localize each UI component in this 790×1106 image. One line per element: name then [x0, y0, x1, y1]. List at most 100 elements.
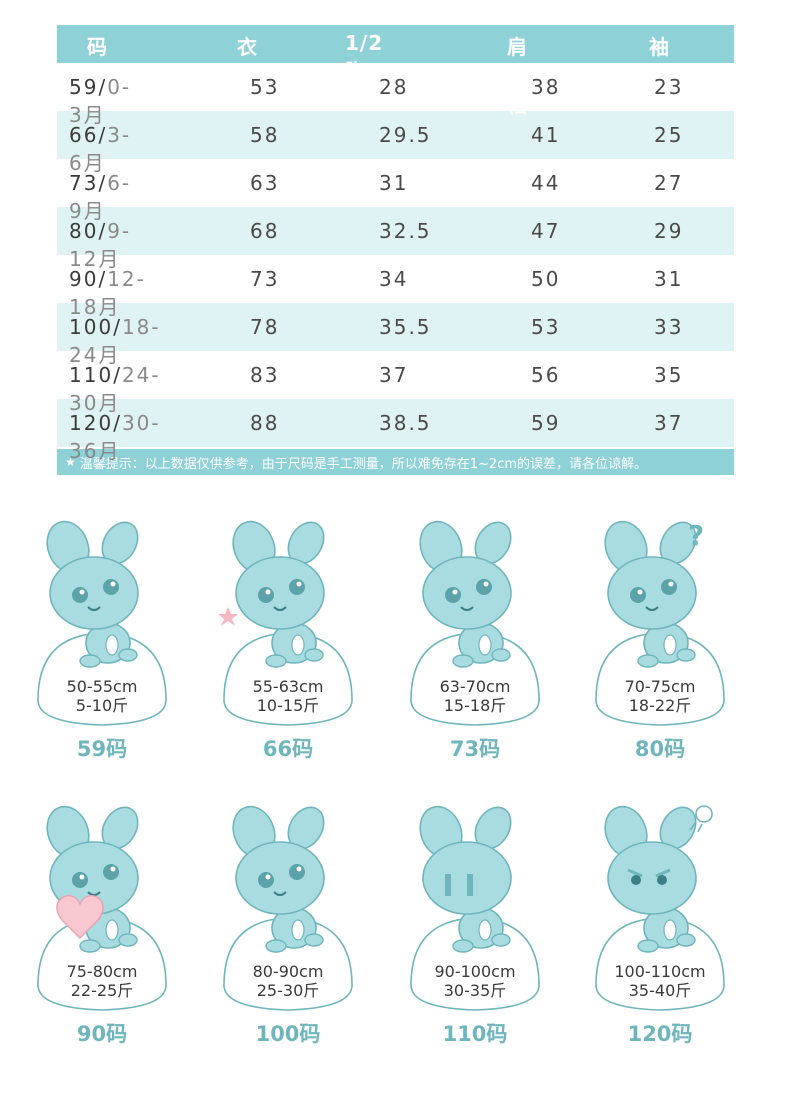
height-range: 50-55cm	[66, 677, 138, 696]
age-range: 9-12月	[69, 219, 132, 271]
size-number: 90	[69, 267, 99, 291]
sleeve-cell: 31	[654, 267, 684, 291]
shoulder-crotch-cell: 59	[531, 411, 561, 435]
size-cell: 73/6-9月	[69, 171, 132, 223]
sleeve-cell: 25	[654, 123, 684, 147]
size-cell: 90/12-18月	[69, 267, 146, 319]
sleeve-cell: 29	[654, 219, 684, 243]
age-range: 18-24月	[69, 315, 161, 367]
size-cell: 120/30-36月	[69, 411, 161, 463]
tip-note: ★ 温馨提示：以上数据仅供参考，由于尺码是手工测量，所以难免存在1~2cm的误差…	[57, 449, 734, 475]
table-row: 59/0-3月 53 28 38 23	[57, 63, 734, 127]
size-cell: 110/24-30月	[69, 363, 161, 415]
shoulder-crotch-cell: 50	[531, 267, 561, 291]
length-cell: 78	[250, 315, 280, 339]
length-cell: 58	[250, 123, 280, 147]
shoulder-crotch-cell: 38	[531, 75, 561, 99]
age-range: 3-6月	[69, 123, 132, 175]
mascot-card: 75-80cm 22-25斤 90码	[32, 800, 192, 1050]
weight-range: 30-35斤	[443, 981, 507, 1000]
shoulder-crotch-cell: 53	[531, 315, 561, 339]
height-range: 70-75cm	[624, 677, 696, 696]
height-range: 100-110cm	[614, 962, 706, 981]
sleeve-cell: 33	[654, 315, 684, 339]
table-row: 80/9-12月 68 32.5 47 29	[57, 207, 734, 271]
size-number: 110	[69, 363, 114, 387]
sleeve-cell: 37	[654, 411, 684, 435]
mascot-card: 80-90cm 25-30斤 100码	[218, 800, 378, 1050]
sleeve-cell: 35	[654, 363, 684, 387]
size-table: 码段 衣长 1/2胸围 肩到裆 袖长 59/0-3月 53 28 38 23 66/3-6…	[57, 25, 734, 475]
chest-cell: 35.5	[379, 315, 432, 339]
chest-cell: 31	[379, 171, 409, 195]
table-row: 90/12-18月 73 34 50 31	[57, 255, 734, 319]
chest-cell: 34	[379, 267, 409, 291]
length-cell: 83	[250, 363, 280, 387]
height-range: 75-80cm	[66, 962, 138, 981]
size-number: 120	[69, 411, 114, 435]
length-cell: 88	[250, 411, 280, 435]
shoulder-crotch-cell: 56	[531, 363, 561, 387]
size-cell: 59/0-3月	[69, 75, 132, 127]
table-header: 码段 衣长 1/2胸围 肩到裆 袖长	[57, 25, 734, 117]
shoulder-crotch-cell: 44	[531, 171, 561, 195]
age-range: 24-30月	[69, 363, 161, 415]
mascot-card: ? 70-75cm 18-22斤 80码	[590, 515, 750, 765]
mascot-card: 55-63cm 10-15斤 66码	[218, 515, 378, 765]
table-row: 110/24-30月 83 37 56 35	[57, 351, 734, 415]
size-cell: 80/9-12月	[69, 219, 132, 271]
length-cell: 73	[250, 267, 280, 291]
age-range: 12-18月	[69, 267, 146, 319]
svg-text:?: ?	[688, 519, 704, 552]
table-row: 73/6-9月 63 31 44 27	[57, 159, 734, 223]
header-chest: 1/2胸围	[345, 31, 384, 112]
size-code: 80码	[634, 737, 686, 761]
weight-range: 5-10斤	[75, 696, 129, 715]
chest-cell: 37	[379, 363, 409, 387]
weight-range: 15-18斤	[443, 696, 507, 715]
size-code: 90码	[76, 1022, 128, 1046]
mascot-card: 90-100cm 30-35斤 110码	[405, 800, 565, 1050]
weight-range: 35-40斤	[628, 981, 692, 1000]
header-size: 码段	[87, 35, 108, 88]
size-number: 59	[69, 75, 99, 99]
table-row: 100/18-24月 78 35.5 53 33	[57, 303, 734, 367]
weight-range: 25-30斤	[256, 981, 320, 1000]
header-length: 衣长	[237, 35, 258, 88]
sleeve-cell: 23	[654, 75, 684, 99]
tip-text: 温馨提示：以上数据仅供参考，由于尺码是手工测量，所以难免存在1~2cm的误差，请…	[79, 456, 648, 472]
size-cell: 100/18-24月	[69, 315, 161, 367]
size-code: 73码	[449, 737, 501, 761]
height-range: 63-70cm	[439, 677, 511, 696]
size-cell: 66/3-6月	[69, 123, 132, 175]
size-number: 100	[69, 315, 114, 339]
weight-range: 10-15斤	[256, 696, 320, 715]
size-code: 120码	[627, 1022, 693, 1046]
header-shoulder-crotch: 肩到裆	[507, 35, 528, 117]
chest-cell: 29.5	[379, 123, 432, 147]
star-icon: ★	[65, 455, 76, 469]
chest-cell: 28	[379, 75, 409, 99]
size-number: 66	[69, 123, 99, 147]
size-number: 73	[69, 171, 99, 195]
size-number: 80	[69, 219, 99, 243]
header-sleeve: 袖长	[649, 35, 670, 88]
weight-range: 18-22斤	[628, 696, 692, 715]
age-range: 6-9月	[69, 171, 132, 223]
sleeve-cell: 27	[654, 171, 684, 195]
chest-cell: 38.5	[379, 411, 432, 435]
size-code: 100码	[255, 1022, 321, 1046]
shoulder-crotch-cell: 47	[531, 219, 561, 243]
chest-cell: 32.5	[379, 219, 432, 243]
mascot-card: 50-55cm 5-10斤 59码	[32, 515, 192, 765]
table-row: 120/30-36月 88 38.5 59 37	[57, 399, 734, 463]
size-code: 59码	[76, 737, 128, 761]
size-code: 110码	[442, 1022, 508, 1046]
height-range: 80-90cm	[252, 962, 324, 981]
length-cell: 68	[250, 219, 280, 243]
mascot-card: 63-70cm 15-18斤 73码	[405, 515, 565, 765]
shoulder-crotch-cell: 41	[531, 123, 561, 147]
length-cell: 53	[250, 75, 280, 99]
age-range: 30-36月	[69, 411, 161, 463]
height-range: 90-100cm	[434, 962, 516, 981]
